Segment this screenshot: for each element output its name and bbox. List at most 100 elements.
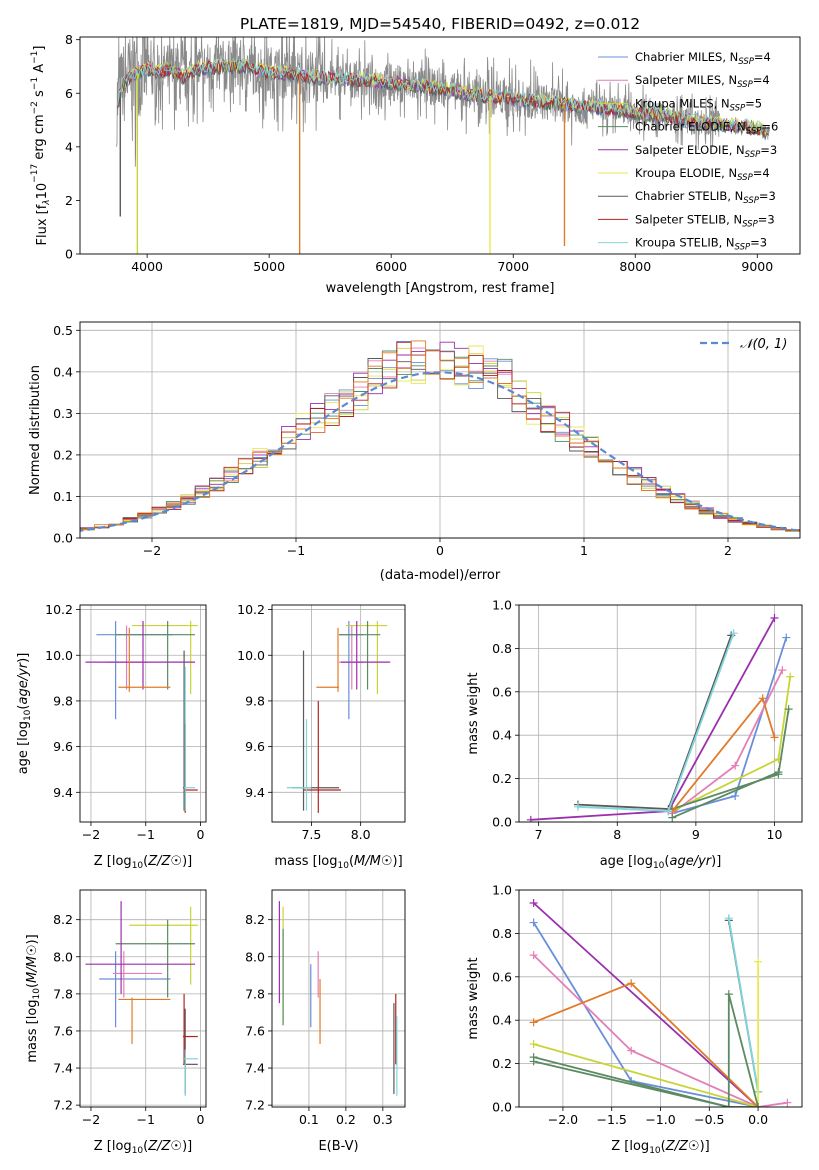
y-tick-label: 4 — [65, 139, 73, 154]
mass-weight-marker — [774, 768, 783, 777]
axes-frame — [271, 604, 406, 823]
x-axis-label: E(B-V) — [318, 1139, 358, 1154]
y-tick-label: 8.0 — [245, 949, 265, 964]
y-tick-label: 10.0 — [45, 648, 73, 663]
legend-label: Salpeter STELIB, NSSP=3 — [635, 212, 775, 229]
plot-layer: 4000 5000 6000 7000 8000 900002468wavelength … — [16, 32, 803, 1156]
plot-area-age_vs_Z — [85, 620, 198, 813]
y-tick-label: 7.6 — [245, 1023, 265, 1038]
y-tick-label: 7.8 — [245, 986, 265, 1001]
x-tick-label: −1 — [137, 827, 155, 842]
panel-age_vs_Z: −2 −1 0 9.4 9.6 9.8 10.0 10.2 Z [log10(Z/Z☉)] age… — [16, 602, 207, 871]
x-tick-label: −2.0 — [548, 1112, 578, 1127]
panel-age_vs_mass: 7.5 8.0 9.4 9.6 9.8 10.0 10.2 mass [log10(M/M☉)… — [237, 602, 406, 871]
panel-weight_vs_Z: −2.0 −1.5 −1.0 −0.5 0.0 0.0 0.2 0.4 0.6 0.8 1.0 Z [… — [466, 883, 803, 1156]
y-tick-label: 9.8 — [53, 693, 73, 708]
x-tick-label: −1 — [287, 543, 305, 558]
legend-label: 𝒩(0, 1) — [740, 337, 787, 352]
legend-label: Salpeter ELODIE, NSSP=3 — [635, 143, 777, 160]
x-tick-label: 8 — [613, 827, 621, 842]
mass-weight-marker — [529, 1057, 538, 1066]
x-axis-label: (data-model)/error — [380, 568, 501, 583]
mass-weight-marker — [758, 694, 767, 703]
legend-label: Kroupa ELODIE, NSSP=4 — [635, 166, 770, 183]
mass-weight-line — [727, 918, 759, 1092]
y-tick-label: 10.0 — [237, 648, 265, 663]
mass-weight-marker — [731, 791, 740, 800]
x-axis-label: wavelength [Angstrom, rest frame] — [326, 281, 555, 296]
mass-weight-marker — [529, 918, 538, 927]
x-axis-label: Z [log10(Z/Z☉)] — [94, 854, 192, 871]
y-tick-label: 7.4 — [245, 1061, 265, 1076]
x-tick-label: 0.0 — [748, 1112, 768, 1127]
y-tick-label: 0.3 — [53, 406, 73, 421]
x-tick-label: −1.0 — [645, 1112, 675, 1127]
mass-weight-marker — [754, 957, 763, 966]
x-tick-label: 7 — [535, 827, 543, 842]
mass-weight-marker — [529, 951, 538, 960]
panel-spectrum: 4000 5000 6000 7000 8000 9000 0 2 4 6 8 wavelength … — [30, 32, 801, 296]
plot-area-mass_vs_Z — [85, 901, 198, 1096]
y-tick-label: 7.4 — [53, 1061, 73, 1076]
x-tick-label: 5000 — [253, 259, 285, 274]
y-tick-label: 2 — [65, 193, 73, 208]
panel-mass_vs_ebv: 0.1 0.2 0.3 7.2 7.4 7.6 7.8 8.0 8.2 E(B-V) — [245, 889, 406, 1154]
x-tick-label: −2 — [143, 543, 161, 558]
y-tick-label: 0.8 — [492, 926, 512, 941]
y-tick-label: 9.6 — [245, 739, 265, 754]
y-tick-label: 9.4 — [245, 785, 265, 800]
axes-frame — [518, 604, 803, 823]
x-tick-label: −2 — [82, 1112, 100, 1127]
mass-weight-marker — [784, 705, 793, 714]
x-tick-label: 8000 — [619, 259, 651, 274]
y-tick-label: 0 — [65, 247, 73, 262]
y-tick-label: 0.2 — [492, 771, 512, 786]
x-tick-label: 8.0 — [351, 827, 371, 842]
y-axis-label: mass weight — [466, 957, 481, 1039]
gaussian-reference-line — [80, 371, 800, 532]
mass-weight-line — [533, 1056, 759, 1107]
panel-residual: −2 −1 0 1 2 0.0 0.1 0.2 0.3 0.4 0.5 (data-model)/er… — [28, 321, 801, 583]
y-tick-label: 0.2 — [492, 1056, 512, 1071]
mass-weight-marker — [731, 761, 740, 770]
mass-weight-marker — [754, 1103, 763, 1107]
mass-weight-marker — [526, 815, 535, 822]
mass-weight-marker — [729, 629, 738, 638]
x-tick-label: 0.1 — [299, 1112, 319, 1127]
x-tick-label: 2 — [724, 543, 732, 558]
mass-weight-marker — [529, 899, 538, 908]
mass-weight-marker — [529, 1040, 538, 1049]
axes-frame — [79, 36, 801, 255]
y-tick-label: 0.8 — [492, 641, 512, 656]
axes-frame — [271, 889, 406, 1108]
y-tick-label: 0.4 — [492, 1013, 512, 1028]
y-tick-label: 0.4 — [53, 364, 73, 379]
mass-weight-line — [671, 771, 779, 819]
plot-area-mass_vs_ebv — [278, 901, 398, 1096]
mass-weight-marker — [573, 802, 582, 811]
mass-weight-marker — [778, 666, 787, 675]
mass-weight-line — [533, 993, 759, 1107]
mass-weight-marker — [770, 733, 779, 742]
figure-title: PLATE=1819, MJD=54540, FIBERID=0492, z=0… — [240, 15, 640, 33]
panel-mass_vs_Z: −2 −1 0 7.2 7.4 7.6 7.8 8.0 8.2 Z [log10(Z/Z☉)] ma… — [25, 889, 207, 1156]
mass-weight-marker — [724, 990, 733, 999]
y-tick-label: 7.6 — [53, 1023, 73, 1038]
axes-frame — [79, 321, 801, 539]
y-tick-label: 9.8 — [245, 693, 265, 708]
axes-frame — [518, 889, 803, 1108]
x-tick-label: 10 — [767, 827, 783, 842]
y-tick-label: 0.6 — [492, 969, 512, 984]
x-tick-label: −1 — [137, 1112, 155, 1127]
y-tick-label: 0.0 — [492, 815, 512, 830]
y-tick-label: 8.2 — [53, 912, 73, 927]
mass-weight-marker — [770, 614, 779, 623]
y-tick-label: 7.2 — [53, 1098, 73, 1113]
mass-weight-marker — [724, 914, 733, 923]
x-tick-label: −1.5 — [597, 1112, 627, 1127]
y-tick-label: 8 — [65, 32, 73, 47]
x-tick-label: 0 — [436, 543, 444, 558]
y-tick-label: 8.2 — [245, 912, 265, 927]
mass-weight-marker — [627, 979, 636, 988]
x-tick-label: 9000 — [741, 259, 773, 274]
